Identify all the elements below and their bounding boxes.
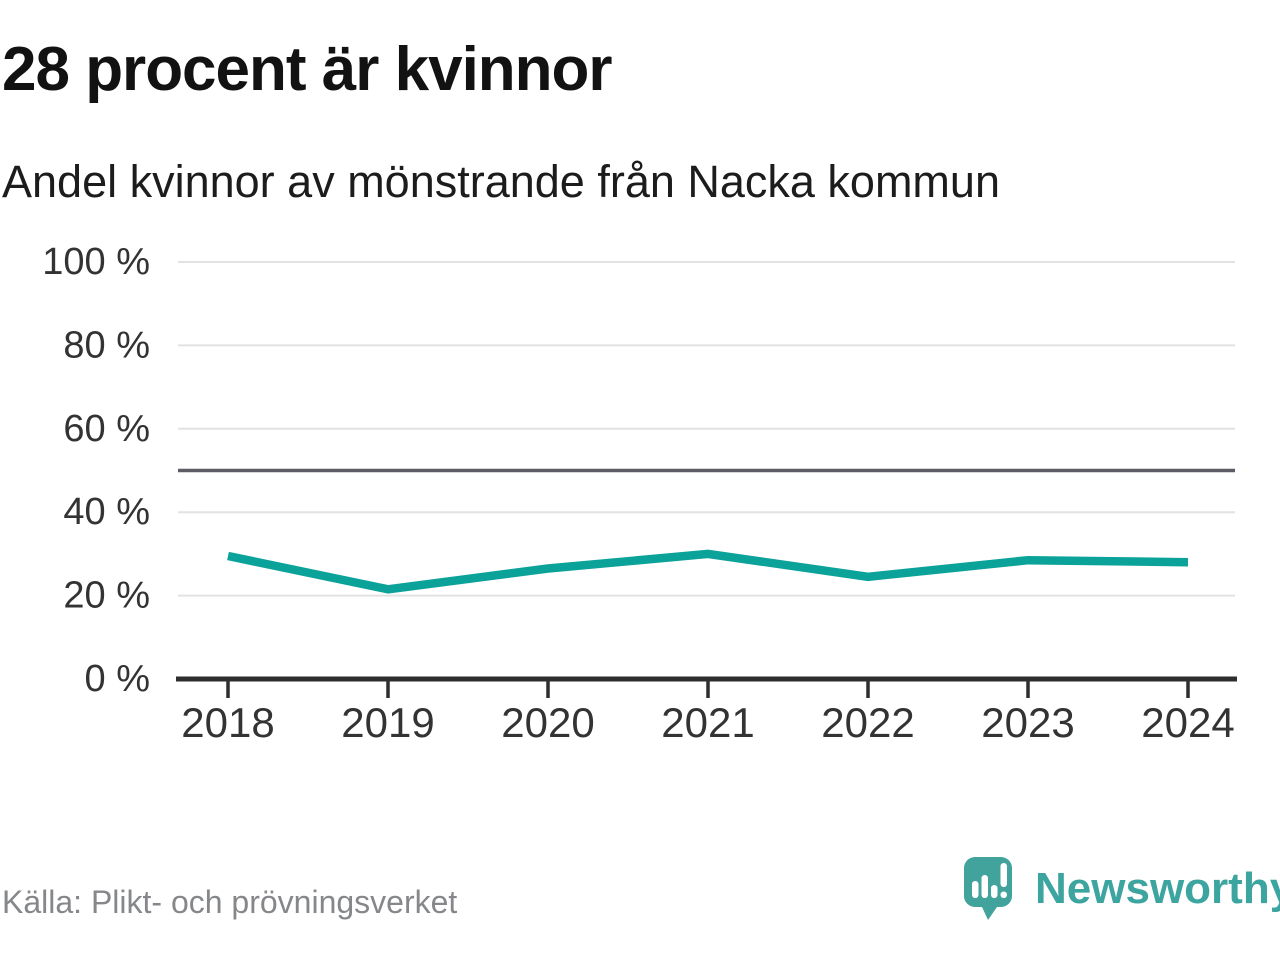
x-axis-tick-label: 2018 [181, 699, 274, 746]
y-axis-tick-label: 100 % [42, 241, 150, 283]
x-axis-tick-label: 2022 [821, 699, 914, 746]
x-axis-tick-label: 2023 [981, 699, 1074, 746]
y-axis-tick-label: 80 % [63, 324, 150, 366]
y-axis-tick-label: 60 % [63, 408, 150, 450]
line-chart: 0 % 20 % 40 % 60 % 80 % 100 % 2018 2019 2020 2021… [42, 241, 1237, 746]
newsworthy-logo: Newsworthy [963, 856, 1280, 922]
chart-subtitle: Andel kvinnor av mönstrande från Nacka k… [2, 156, 1000, 207]
data-line-andel-kvinnor [227, 549, 1189, 594]
x-axis-tick-label: 2021 [661, 699, 754, 746]
x-axis-tick-label: 2019 [341, 699, 434, 746]
newsworthy-logo-icon [964, 857, 1012, 920]
newsworthy-wordmark: Newsworthy [1035, 864, 1280, 913]
source-note: Källa: Plikt- och prövningsverket [2, 884, 458, 920]
chart-title: 28 procent är kvinnor [2, 35, 613, 104]
x-axis-tick-label: 2020 [501, 699, 594, 746]
y-axis-tick-label: 40 % [63, 491, 150, 533]
y-axis-tick-label: 20 % [63, 575, 150, 617]
x-axis-tick-label: 2024 [1141, 699, 1234, 746]
y-axis-tick-label: 0 % [85, 658, 150, 700]
